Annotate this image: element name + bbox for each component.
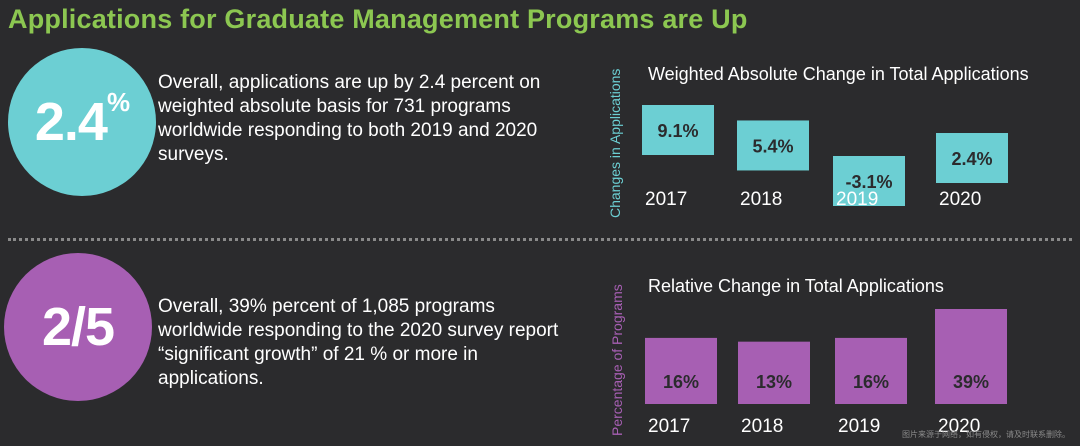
- chart-data-label: 16%: [853, 372, 889, 392]
- chart-data-label: 39%: [953, 372, 989, 392]
- chart-bar: [936, 133, 1008, 184]
- chart-data-label: -3.1%: [845, 172, 892, 192]
- watermark: 图片来源于网络，如有侵权，请及时联系删除。: [902, 430, 1070, 439]
- chart-data-label: 16%: [663, 372, 699, 392]
- chart-category-label: 2019: [838, 416, 880, 437]
- chart-category-label: 2020: [939, 189, 981, 210]
- chart-data-label: 9.1%: [657, 121, 698, 141]
- stat-circle-bottom: 2/5: [4, 253, 152, 401]
- stat-suffix-top: %: [106, 87, 130, 117]
- chart-bar: [835, 337, 907, 404]
- chart-data-label: 13%: [756, 372, 792, 392]
- chart-bar: [737, 120, 809, 171]
- stat-description-top: Overall, applications are up by 2.4 perc…: [158, 72, 541, 165]
- chart-bar: [738, 341, 810, 404]
- section-divider: [8, 238, 1072, 241]
- stat-description-bottom: Overall, 39% percent of 1,085 programs w…: [158, 296, 559, 389]
- page-title: Applications for Graduate Management Pro…: [8, 4, 748, 34]
- chart-category-label: 2017: [645, 189, 687, 210]
- chart-bottom: 16% 2017 13% 2018 16% 2019 39% 2020: [645, 309, 1007, 437]
- chart-bar: [642, 105, 714, 155]
- chart-top-title: Weighted Absolute Change in Total Applic…: [648, 64, 1029, 84]
- chart-category-label: 2018: [740, 189, 782, 210]
- chart-category-label: 2018: [741, 416, 783, 437]
- chart-category-label: 2019: [836, 189, 878, 210]
- stat-circle-top: 2.4%: [8, 48, 156, 196]
- chart-bar: [645, 337, 717, 404]
- chart-bottom-title: Relative Change in Total Applications: [648, 276, 944, 296]
- chart-bar: [833, 156, 905, 206]
- stat-value-bottom: 2/5: [41, 297, 115, 357]
- chart-data-label: 2.4%: [951, 149, 992, 169]
- chart-category-label: 2017: [648, 416, 690, 437]
- chart-category-label: 2020: [938, 416, 980, 437]
- chart-top: 9.1% 2017 5.4% 2018 -3.1%2019 2.4% 2020: [642, 105, 1008, 210]
- chart-bar: [935, 309, 1007, 404]
- chart-data-label: 5.4%: [752, 136, 793, 156]
- stat-value-top: 2.4%: [34, 87, 130, 152]
